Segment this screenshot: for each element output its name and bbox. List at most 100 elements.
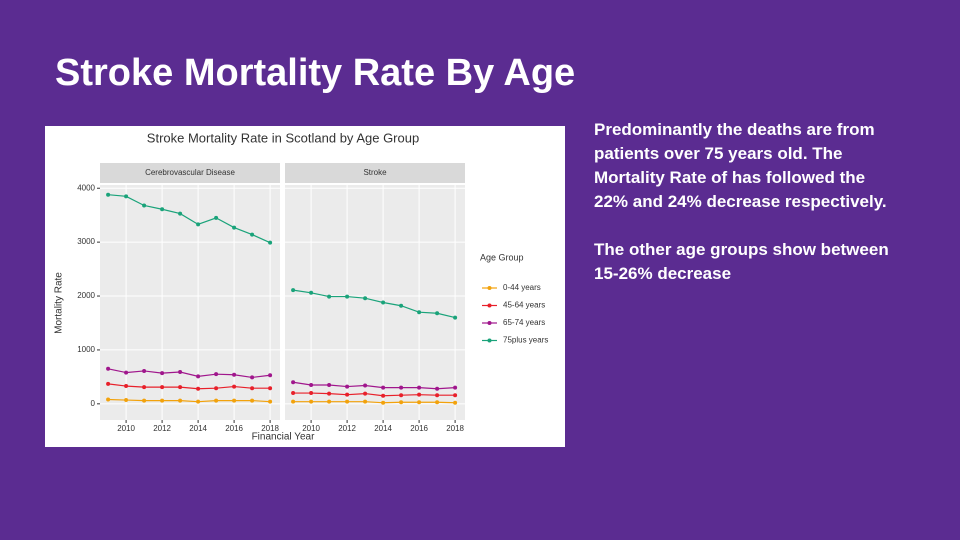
data-point [196,399,201,404]
data-point [124,370,129,375]
data-point [345,294,350,299]
data-point [196,386,201,391]
legend-key-point [487,321,492,325]
data-point [399,385,404,390]
data-point [250,232,255,237]
data-point [232,225,237,230]
data-point [160,398,165,403]
data-point [363,399,368,404]
data-point [453,385,458,390]
data-point [309,391,314,396]
notes: Predominantly the deaths are from patient… [594,118,944,310]
y-tick-label: 3000 [77,237,95,246]
panel [285,185,465,420]
y-tick-label: 1000 [77,345,95,354]
x-tick-label: 2018 [446,424,464,433]
data-point [381,393,386,398]
legend-title: Age Group [480,252,524,262]
data-point [214,215,219,220]
data-point [417,385,422,390]
x-tick-label: 2010 [117,424,135,433]
data-point [106,366,111,371]
data-point [178,398,183,403]
data-point [142,203,147,208]
x-axis-label: Financial Year [252,432,315,443]
data-point [435,386,440,391]
data-point [345,392,350,397]
data-point [124,194,129,199]
facet-title: Cerebrovascular Disease [145,168,235,177]
data-point [291,380,296,385]
data-point [309,399,314,404]
data-point [196,222,201,227]
data-point [327,399,332,404]
data-point [250,398,255,403]
data-point [142,368,147,373]
data-point [106,192,111,197]
y-tick-label: 2000 [77,291,95,300]
data-point [327,382,332,387]
text-line: The other age groups show between [594,240,889,259]
legend-label: 45-64 years [503,301,545,310]
data-point [399,400,404,405]
data-point [268,399,273,404]
data-point [363,391,368,396]
chart: Stroke Mortality Rate in Scotland by Age… [45,126,565,447]
data-point [268,373,273,378]
legend-key-point [487,338,492,343]
text-line: patients over 75 years old. The [594,144,843,163]
x-tick-label: 2014 [189,424,207,433]
chart-title: Stroke Mortality Rate in Scotland by Age… [147,130,419,145]
data-point [417,392,422,397]
series-line [108,194,271,244]
data-point [124,398,129,403]
data-point [291,391,296,396]
text-line: 15-26% decrease [594,264,732,283]
series-line [108,383,271,390]
x-tick-label: 2016 [225,424,243,433]
y-tick-label: 4000 [77,183,95,192]
data-point [106,381,111,386]
x-tick-label: 2018 [261,424,279,433]
data-point [142,398,147,403]
data-point [309,290,314,295]
data-point [327,294,332,299]
data-point [435,311,440,316]
data-point [178,385,183,390]
data-point [232,384,237,389]
series-line [293,289,456,319]
x-tick-label: 2016 [410,424,428,433]
x-tick-label: 2014 [374,424,392,433]
data-point [250,386,255,391]
data-point [345,399,350,404]
data-point [291,399,296,404]
series-line [107,368,271,379]
data-point [214,398,219,403]
data-point [142,385,147,390]
series-line [293,381,456,390]
data-point [124,384,129,389]
data-point [453,400,458,405]
facet-strip [100,163,280,183]
text-line: Mortality Rate of has followed the [594,168,866,187]
data-point [363,296,368,301]
data-point [160,385,165,390]
data-point [363,383,368,388]
slide-title: Stroke Mortality Rate By Age [55,52,576,94]
x-tick-label: 2012 [338,424,356,433]
data-point [178,370,183,375]
data-point [160,371,165,376]
legend-key-point [487,303,492,308]
data-point [232,398,237,403]
series-line [293,401,456,404]
text-line: Predominantly the deaths are from [594,120,875,139]
data-point [399,303,404,308]
data-point [417,400,422,405]
data-point [250,375,255,380]
data-point [291,288,296,293]
legend-label: 65-74 years [503,318,545,327]
series-line [293,392,456,397]
y-axis-label: Mortality Rate [54,272,65,334]
y-tick-label: 0 [91,399,96,408]
